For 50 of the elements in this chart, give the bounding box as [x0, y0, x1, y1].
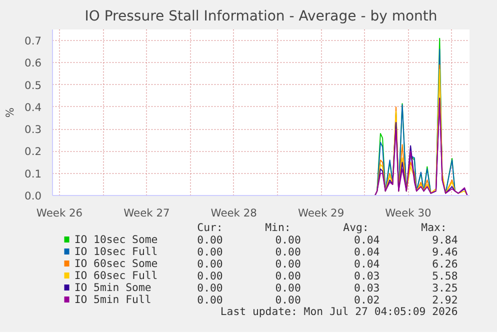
- legend-label: IO 5min Some: [74, 281, 152, 294]
- y-tick-label: 0.0: [24, 190, 42, 202]
- legend-label: IO 10sec Some: [74, 233, 158, 246]
- x-tick-label: Week 30: [385, 206, 432, 220]
- legend-label: IO 60sec Some: [74, 257, 158, 270]
- y-tick-label: 0.3: [24, 123, 42, 136]
- legend-label: IO 60sec Full: [74, 269, 158, 282]
- text: 0.00: [275, 294, 301, 306]
- x-tick-label: Week 26: [36, 206, 83, 220]
- text: 0.00: [197, 282, 223, 294]
- text: 0.00: [197, 258, 223, 270]
- text: 0.00: [275, 246, 301, 258]
- y-tick-label: 0.7: [24, 34, 42, 48]
- text: 9.46: [432, 246, 458, 258]
- y-axis-title: %: [4, 107, 17, 118]
- text: 0.00: [275, 270, 301, 282]
- text: 0.00: [197, 234, 223, 246]
- text: 0.00: [197, 294, 223, 306]
- x-tick-label: Week 27: [124, 206, 170, 220]
- y-tick-label: 0.1: [24, 167, 42, 180]
- x-tick-label: Week 29: [298, 206, 344, 220]
- text: 0.00: [197, 270, 223, 282]
- text: 5.58: [432, 270, 458, 282]
- text: 0.03: [354, 270, 380, 282]
- text: 0.00: [275, 234, 301, 246]
- y-tick-label: 0.6: [24, 56, 42, 70]
- y-tick-label: 0.2: [24, 145, 42, 158]
- text: 0.04: [354, 234, 380, 246]
- x-tick-label: Week 28: [210, 206, 258, 220]
- text: 0.02: [354, 294, 380, 306]
- legend-label: IO 10sec Full: [74, 245, 158, 258]
- text: Max:: [421, 221, 447, 234]
- text: Cur:: [197, 221, 223, 234]
- text: Avg:: [343, 221, 369, 234]
- text: 9.84: [432, 234, 458, 246]
- text: 0.03: [354, 282, 380, 294]
- text: Min:: [265, 221, 291, 234]
- text: 2.92: [432, 294, 458, 306]
- text: 3.25: [432, 282, 458, 294]
- text: 0.00: [197, 246, 223, 258]
- y-tick-label: 0.5: [24, 78, 42, 92]
- text: Last update: Mon Jul 27 04:05:09 2026: [220, 305, 458, 318]
- chart-title: IO Pressure Stall Information - Average - by month: [84, 8, 438, 24]
- text: 0.00: [275, 258, 301, 270]
- text: 6.26: [432, 258, 458, 270]
- y-tick-label: 0.4: [24, 100, 42, 114]
- text: 0.04: [354, 246, 380, 258]
- text: 0.00: [275, 282, 301, 294]
- legend-label: IO 5min Full: [74, 293, 152, 306]
- text: 0.04: [354, 258, 380, 270]
